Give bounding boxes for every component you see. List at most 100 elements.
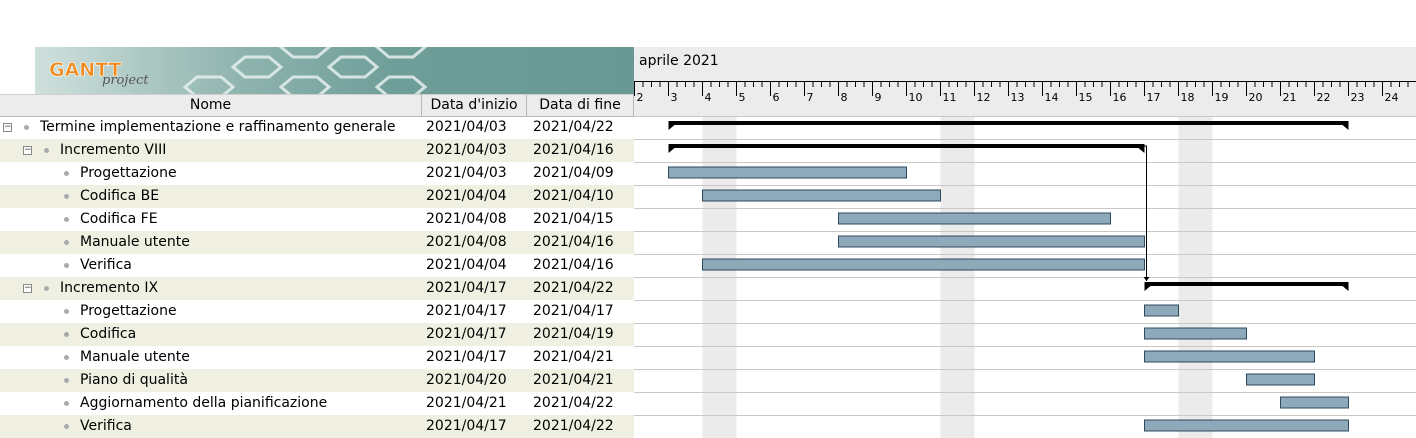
task-bar xyxy=(838,212,1111,225)
task-name: Incremento VIII xyxy=(60,142,167,158)
table-row[interactable]: Codifica BE 2021/04/04 2021/04/10 xyxy=(0,185,634,208)
table-row[interactable]: − Incremento VIII 2021/04/03 2021/04/16 xyxy=(0,139,634,162)
summary-right-tip xyxy=(1342,125,1349,130)
task-start: 2021/04/17 xyxy=(426,418,507,434)
day-label: 10 xyxy=(909,91,923,104)
task-bar xyxy=(702,189,941,202)
day-label: 11 xyxy=(943,91,957,104)
task-bar xyxy=(668,166,907,179)
table-row[interactable]: Codifica 2021/04/17 2021/04/19 xyxy=(0,323,634,346)
task-bar xyxy=(1144,327,1247,340)
gantt-project-logo: GANTT project xyxy=(35,47,634,94)
column-header-start[interactable]: Data d'inizio xyxy=(422,94,527,117)
collapse-icon[interactable]: − xyxy=(3,122,12,132)
task-start: 2021/04/21 xyxy=(426,395,507,411)
collapse-icon[interactable]: − xyxy=(23,283,32,293)
table-row[interactable]: − Termine implementazione e raffinamento… xyxy=(0,116,634,139)
dependency-line xyxy=(1144,145,1147,281)
task-bullet-icon xyxy=(64,309,69,314)
task-name: Progettazione xyxy=(80,303,177,319)
summary-left-tip xyxy=(668,125,675,130)
day-label: 16 xyxy=(1113,91,1127,104)
summary-bar xyxy=(668,121,1349,125)
gantt-chart: 2 3 4 5 6 7 8 9 10 11 12 13 14 15 16 17 18 19 20 21 22 23 24 xyxy=(634,81,1416,438)
task-bar xyxy=(1246,373,1315,386)
task-name: Manuale utente xyxy=(80,349,190,365)
day-label: 22 xyxy=(1317,91,1331,104)
task-bullet-icon xyxy=(44,148,49,153)
task-name: Piano di qualità xyxy=(80,372,188,388)
day-label: 5 xyxy=(739,91,746,104)
day-label: 24 xyxy=(1385,91,1399,104)
task-end: 2021/04/15 xyxy=(533,211,614,227)
task-bullet-icon xyxy=(64,378,69,383)
table-row[interactable]: Progettazione 2021/04/17 2021/04/17 xyxy=(0,300,634,323)
table-row[interactable]: Verifica 2021/04/17 2021/04/22 xyxy=(0,415,634,438)
table-row[interactable]: Manuale utente 2021/04/17 2021/04/21 xyxy=(0,346,634,369)
task-bullet-icon xyxy=(64,401,69,406)
task-end: 2021/04/16 xyxy=(533,257,614,273)
table-row[interactable]: − Incremento IX 2021/04/17 2021/04/22 xyxy=(0,277,634,300)
task-name: Codifica FE xyxy=(80,211,158,227)
day-label: 12 xyxy=(977,91,991,104)
task-start: 2021/04/17 xyxy=(426,349,507,365)
task-name: Termine implementazione e raffinamento g… xyxy=(40,119,396,135)
task-end: 2021/04/21 xyxy=(533,349,614,365)
task-bullet-icon xyxy=(64,240,69,245)
task-start: 2021/04/03 xyxy=(426,165,507,181)
task-bullet-icon xyxy=(64,171,69,176)
day-label: 2 xyxy=(637,91,644,104)
task-end: 2021/04/16 xyxy=(533,142,614,158)
table-row[interactable]: Verifica 2021/04/04 2021/04/16 xyxy=(0,254,634,277)
task-name: Aggiornamento della pianificazione xyxy=(80,395,328,411)
task-bar xyxy=(702,258,1145,271)
task-bullet-icon xyxy=(64,194,69,199)
task-start: 2021/04/04 xyxy=(426,188,507,204)
day-label: 17 xyxy=(1147,91,1161,104)
day-label: 21 xyxy=(1283,91,1297,104)
summary-bar xyxy=(668,144,1145,148)
task-end: 2021/04/16 xyxy=(533,234,614,250)
table-row[interactable]: Codifica FE 2021/04/08 2021/04/15 xyxy=(0,208,634,231)
logo-word: GANTT xyxy=(49,59,122,81)
task-start: 2021/04/08 xyxy=(426,234,507,250)
day-label: 20 xyxy=(1249,91,1263,104)
task-start: 2021/04/04 xyxy=(426,257,507,273)
task-end: 2021/04/22 xyxy=(533,119,614,135)
day-label: 6 xyxy=(773,91,780,104)
task-name: Codifica xyxy=(80,326,137,342)
task-bar xyxy=(1144,350,1315,363)
column-header-name[interactable]: Nome xyxy=(0,94,422,117)
task-start: 2021/04/17 xyxy=(426,280,507,296)
task-name: Codifica BE xyxy=(80,188,160,204)
task-name: Incremento IX xyxy=(60,280,159,296)
day-label: 15 xyxy=(1079,91,1093,104)
table-row[interactable]: Manuale utente 2021/04/08 2021/04/16 xyxy=(0,231,634,254)
day-label: 7 xyxy=(807,91,814,104)
task-end: 2021/04/19 xyxy=(533,326,614,342)
task-name: Verifica xyxy=(80,418,132,434)
task-bullet-icon xyxy=(64,332,69,337)
task-start: 2021/04/17 xyxy=(426,326,507,342)
dependency-arrowhead xyxy=(1143,277,1150,281)
table-row[interactable]: Piano di qualità 2021/04/20 2021/04/21 xyxy=(0,369,634,392)
table-row[interactable]: Progettazione 2021/04/03 2021/04/09 xyxy=(0,162,634,185)
task-bar xyxy=(838,235,1145,248)
day-label: 13 xyxy=(1011,91,1025,104)
task-table: − Termine implementazione e raffinamento… xyxy=(0,116,634,438)
collapse-icon[interactable]: − xyxy=(23,145,32,155)
task-bullet-icon xyxy=(44,286,49,291)
column-header-end[interactable]: Data di fine xyxy=(527,94,634,117)
summary-right-tip xyxy=(1342,286,1349,291)
day-label: 4 xyxy=(705,91,712,104)
task-bar xyxy=(1280,396,1349,409)
task-start: 2021/04/03 xyxy=(426,119,507,135)
task-bar xyxy=(1144,419,1349,432)
task-name: Progettazione xyxy=(80,165,177,181)
table-row[interactable]: Aggiornamento della pianificazione 2021/… xyxy=(0,392,634,415)
task-end: 2021/04/22 xyxy=(533,418,614,434)
task-start: 2021/04/20 xyxy=(426,372,507,388)
day-label: 9 xyxy=(875,91,882,104)
summary-left-tip xyxy=(1144,286,1151,291)
task-end: 2021/04/17 xyxy=(533,303,614,319)
